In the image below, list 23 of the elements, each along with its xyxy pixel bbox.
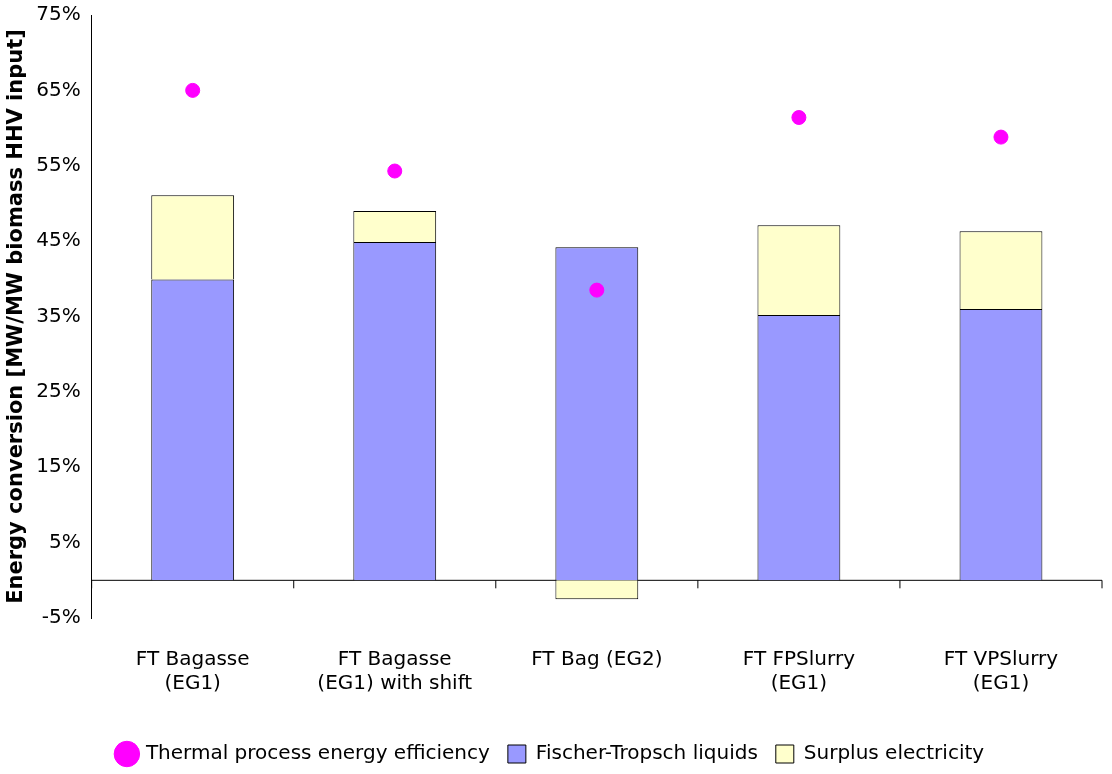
legend-label: Surplus electricity bbox=[803, 740, 985, 765]
point bbox=[791, 110, 807, 126]
y-tick-label: 45% bbox=[36, 227, 81, 252]
y-tick-label: 55% bbox=[36, 151, 81, 176]
x-tick-label: FT Bagasse (EG1) with shift bbox=[317, 646, 473, 695]
x-tick-label: FT VPSlurry (EG1) bbox=[943, 646, 1059, 695]
y-tick-label: 25% bbox=[36, 378, 81, 403]
y-tick-label: 75% bbox=[36, 1, 81, 26]
x-tick-label: FT FPSlurry (EG1) bbox=[742, 646, 856, 695]
y-tick-label: 35% bbox=[36, 302, 81, 327]
y-tick-label: 15% bbox=[36, 453, 81, 478]
y-tick-label: 5% bbox=[48, 528, 81, 553]
point bbox=[993, 129, 1009, 145]
y-tick-label: 65% bbox=[36, 76, 81, 101]
legend-label: Thermal process energy efficiency bbox=[144, 740, 491, 765]
legend-label: Fischer-Tropsch liquids bbox=[535, 740, 758, 765]
point bbox=[185, 82, 201, 98]
point bbox=[387, 163, 403, 179]
x-tick-label: FT Bagasse (EG1) bbox=[135, 646, 250, 695]
y-tick-label: -5% bbox=[41, 604, 81, 629]
y-axis-title: Energy conversion [MW/MW biomass HHV input] bbox=[3, 29, 28, 604]
point bbox=[589, 282, 605, 298]
x-tick-label: FT Bag (EG2) bbox=[531, 646, 663, 671]
